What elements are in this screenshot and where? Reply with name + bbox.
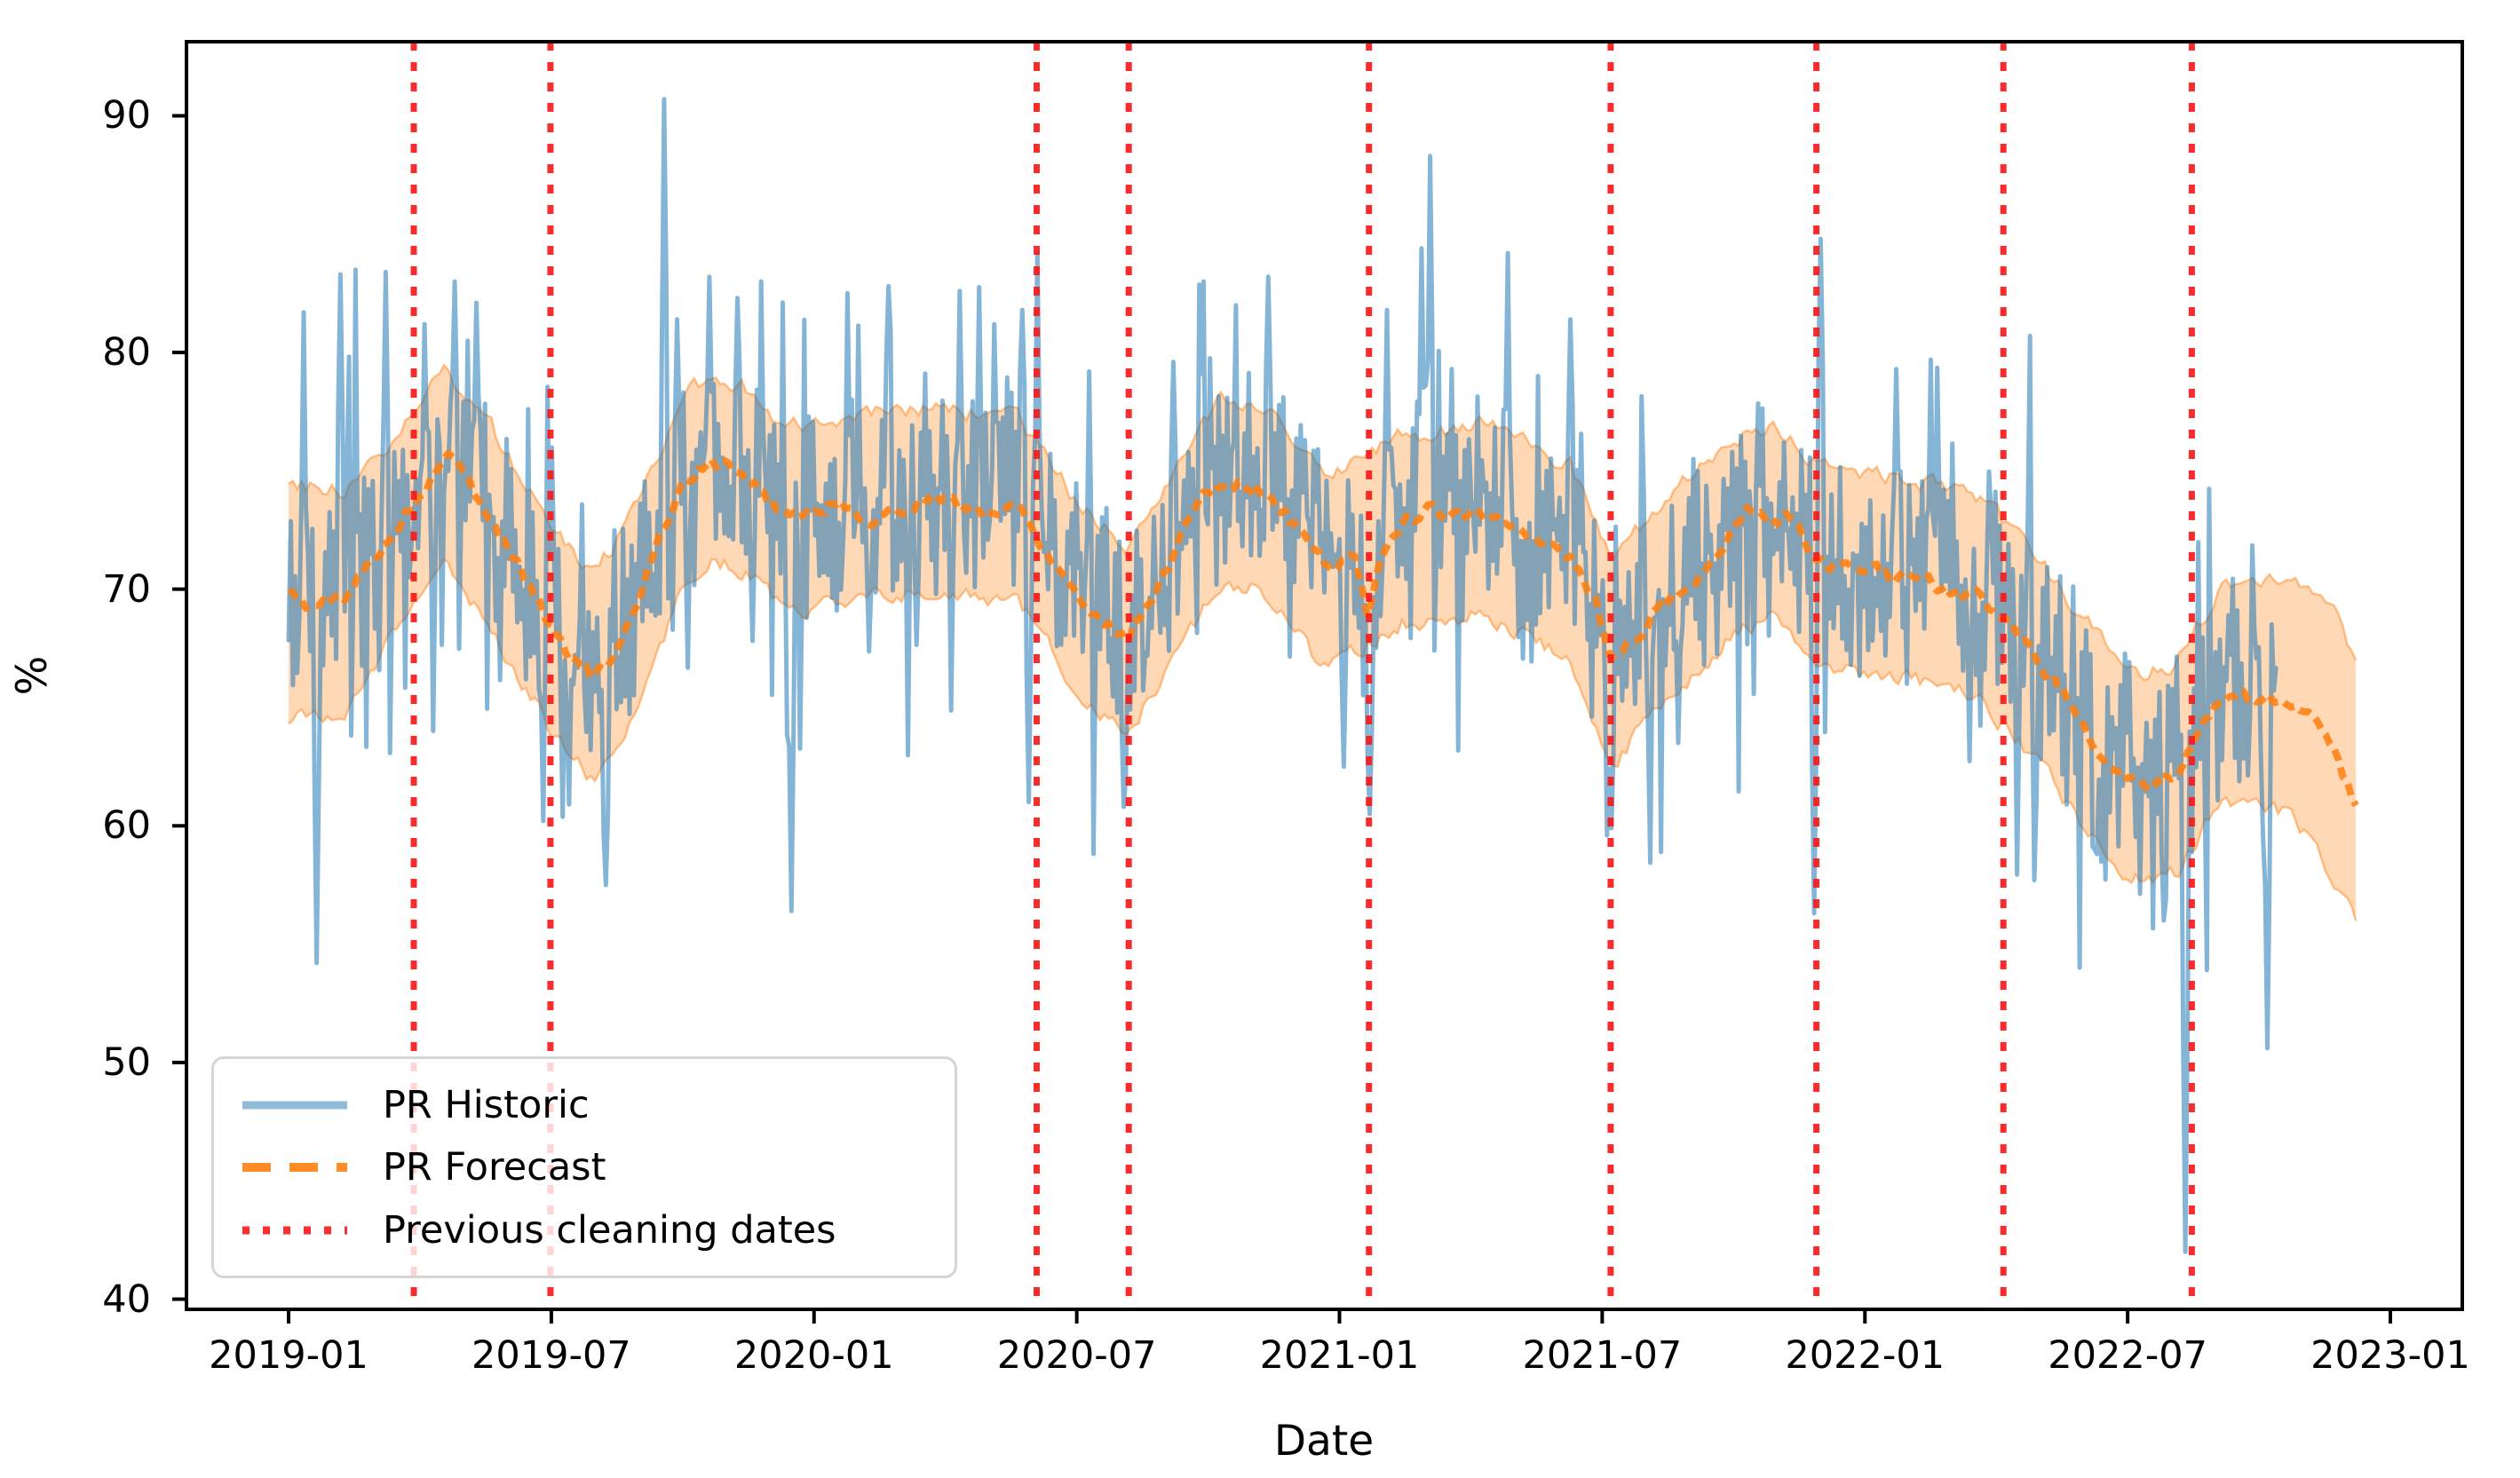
y-tick-label: 40 xyxy=(102,1276,151,1322)
legend-row-historic: PR Historic xyxy=(214,1083,955,1127)
legend-label-cleaning-dates: Previous cleaning dates xyxy=(383,1207,836,1253)
x-tick-label: 2019-07 xyxy=(472,1333,631,1378)
x-tick-label: 2019-01 xyxy=(209,1333,368,1378)
plot-area xyxy=(286,42,2359,1309)
pr-historic-line xyxy=(286,97,2278,1254)
x-tick-label: 2022-07 xyxy=(2048,1333,2207,1378)
band-upper-edge xyxy=(288,363,2358,682)
legend-row-cleaning-dates: Previous cleaning dates xyxy=(214,1208,955,1253)
legend-label-historic: PR Historic xyxy=(383,1082,590,1127)
y-tick-label: 70 xyxy=(102,566,151,612)
y-axis-label: % xyxy=(7,655,57,696)
legend-label-forecast: PR Forecast xyxy=(383,1145,606,1190)
y-tick-label: 60 xyxy=(102,803,151,849)
plot-border xyxy=(185,40,2464,1311)
y-tick-label: 50 xyxy=(102,1039,151,1085)
cleaning-dates-swatch-icon xyxy=(242,1226,347,1234)
x-tick-label: 2021-07 xyxy=(1522,1333,1683,1378)
x-axis-label: Date xyxy=(1273,1417,1375,1466)
legend-row-forecast: PR Forecast xyxy=(214,1145,955,1190)
y-tick-label: 90 xyxy=(102,93,151,138)
historic-line-swatch-icon xyxy=(242,1101,347,1109)
x-tick-label: 2021-01 xyxy=(1259,1333,1420,1378)
band-lower-edge xyxy=(288,557,2358,921)
y-tick-label: 80 xyxy=(102,330,151,375)
legend: PR Historic PR Forecast Previous cleanin… xyxy=(211,1056,957,1278)
x-tick-label: 2022-01 xyxy=(1785,1333,1945,1378)
pr-forecast-line xyxy=(288,449,2359,808)
x-tick-label: 2020-07 xyxy=(996,1333,1157,1378)
x-tick-label: 2020-01 xyxy=(733,1333,894,1378)
forecast-line-swatch-icon xyxy=(242,1163,347,1172)
x-tick-label: 2023-01 xyxy=(2310,1333,2470,1378)
